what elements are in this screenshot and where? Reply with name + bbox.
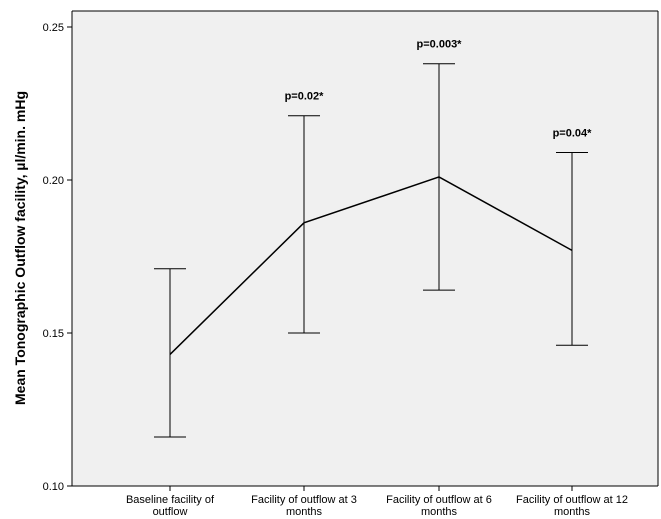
y-axis-title: Mean Tonographic Outflow facility, µl/mi… <box>12 91 28 405</box>
y-tick-label: 0.15 <box>43 328 64 340</box>
x-tick-label: Baseline facility of outflow <box>126 494 215 518</box>
y-tick-label: 0.20 <box>43 175 64 187</box>
x-tick-label: Facility of outflow at 12 months <box>516 494 628 518</box>
x-labels: Baseline facility of outflow Facility of o… <box>126 494 628 518</box>
series-polyline <box>169 176 573 355</box>
x-tick-label: Facility of outflow at 3 months <box>251 494 357 518</box>
y-tick-label: 0.10 <box>43 481 64 493</box>
y-ticks: 0.10 0.15 0.20 0.25 <box>43 22 72 493</box>
y-tick-label: 0.25 <box>43 22 64 34</box>
series-line <box>169 176 573 355</box>
annotations: p=0.02* p=0.003* p=0.04* <box>285 39 593 140</box>
p-value-annotation: p=0.003* <box>417 39 463 51</box>
x-tick-label: Facility of outflow at 6 months <box>386 494 492 518</box>
x-ticks <box>169 486 573 491</box>
p-value-annotation: p=0.02* <box>285 91 325 103</box>
p-value-annotation: p=0.04* <box>553 127 593 139</box>
